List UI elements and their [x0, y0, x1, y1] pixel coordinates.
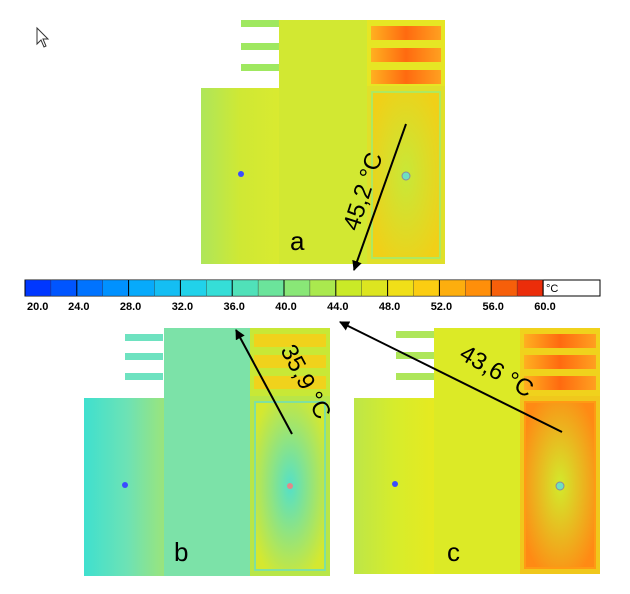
colorbar-swatch: [465, 279, 492, 297]
panel-a: a: [201, 20, 445, 264]
fin: [241, 64, 279, 71]
probe-point: [555, 481, 565, 491]
colorbar-swatch: [180, 279, 207, 297]
colorbar-tick-label: 24.0: [68, 301, 89, 313]
panel-c: c: [354, 328, 600, 574]
colorbar-swatch: [102, 279, 130, 297]
colorbar-swatch: [413, 279, 441, 297]
fin: [241, 20, 279, 27]
colorbar-swatch: [283, 279, 311, 297]
panel-label: a: [290, 226, 305, 256]
colorbar-tick-label: 44.0: [327, 301, 348, 313]
colorbar-swatch: [491, 279, 518, 297]
colorbar-tick-label: 52.0: [431, 301, 452, 313]
colorbar-swatch: [335, 279, 363, 297]
color-bar: °C 20.0 24.0 28.0 32.0 36.0 40.0 44.0 48.0 52.0 5…: [24, 279, 601, 313]
colorbar-swatch: [154, 279, 182, 297]
annotation-arrow: [339, 321, 563, 433]
panel-label: b: [174, 537, 188, 567]
colorbar-unit: °C: [546, 283, 558, 295]
colorbar-tick-label: 60.0: [534, 301, 555, 313]
colorbar-swatch: [439, 279, 466, 297]
colorbar-tick-label: 40.0: [275, 301, 296, 313]
colorbar-swatch: [387, 279, 415, 297]
probe-point: [392, 481, 398, 487]
colorbar-swatch: [24, 279, 52, 297]
colorbar-tick-label: 20.0: [27, 301, 48, 313]
probe-point: [122, 482, 128, 488]
colorbar-swatch: [361, 279, 389, 297]
colorbar-swatch: [76, 279, 104, 297]
colorbar-swatch: [231, 279, 259, 297]
colorbar-swatch: [206, 279, 233, 297]
colorbar-swatch: [516, 279, 544, 297]
middle-column: [164, 328, 250, 576]
colorbar-tick-label: 56.0: [482, 301, 503, 313]
probe-point: [238, 171, 244, 177]
fin: [241, 43, 279, 50]
colorbar-swatch: [50, 279, 78, 297]
mouse-pointer-icon: [36, 26, 50, 48]
colorbar-swatch: [309, 279, 337, 297]
colorbar-tick-label: 28.0: [120, 301, 141, 313]
annotation-arrow: [235, 329, 293, 435]
middle-column: [279, 20, 367, 264]
colorbar-tick-label: 32.0: [172, 301, 193, 313]
panel-label: c: [447, 537, 460, 567]
colorbar-swatch: [128, 279, 156, 297]
probe-point: [287, 483, 293, 489]
probe-point: [401, 171, 411, 181]
middle-column: [434, 328, 520, 574]
colorbar-tick-label: 36.0: [223, 301, 244, 313]
colorbar-swatch: [257, 279, 285, 297]
annotation-arrow: [352, 123, 407, 271]
colorbar-tick-label: 48.0: [379, 301, 400, 313]
